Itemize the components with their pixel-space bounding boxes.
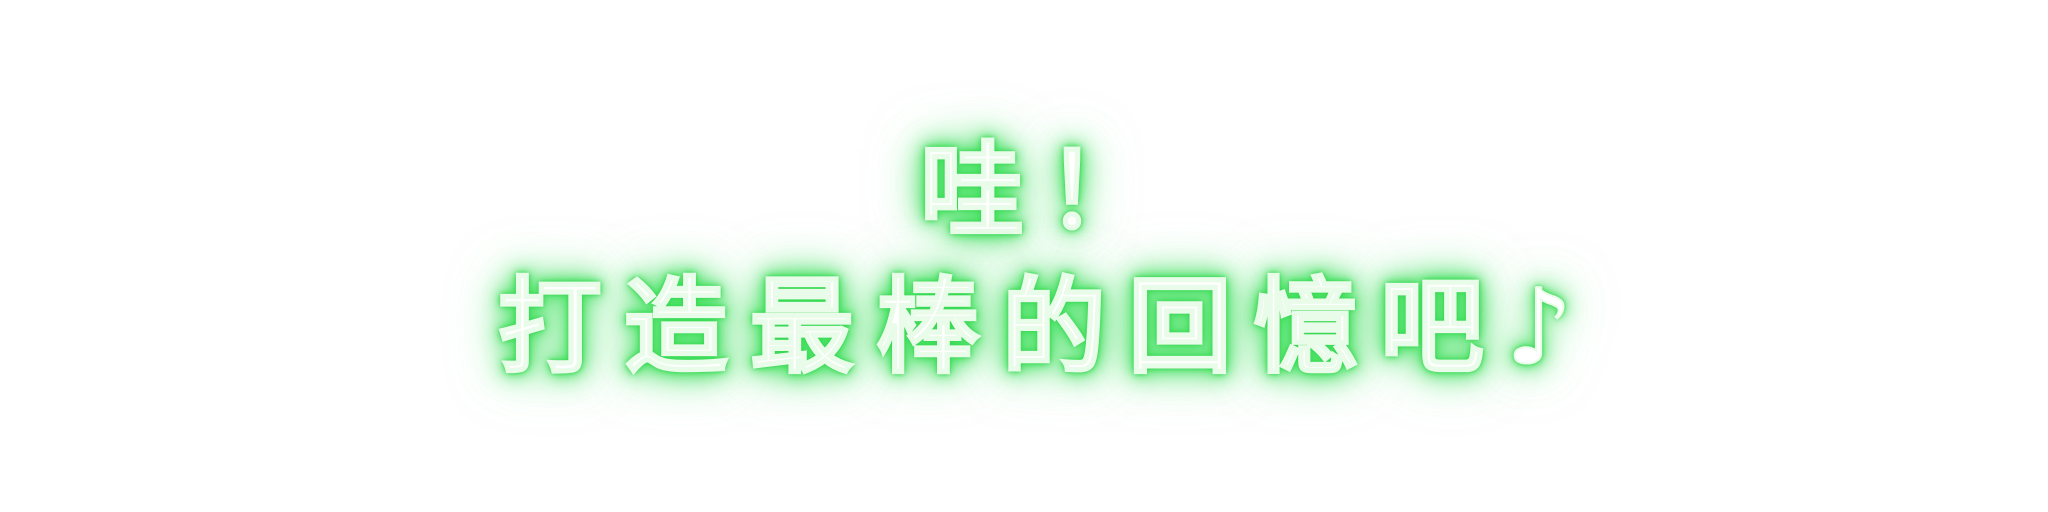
headline-message: 打造最棒的回憶吧♪ xyxy=(497,265,1595,389)
headline-exclamation: 哇！ xyxy=(919,129,1172,253)
